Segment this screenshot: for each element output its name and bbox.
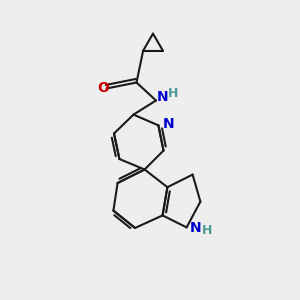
Text: N: N (157, 90, 168, 104)
Text: O: O (98, 82, 110, 95)
Text: H: H (202, 224, 213, 238)
Text: N: N (190, 221, 202, 235)
Text: N: N (163, 117, 175, 131)
Text: H: H (167, 87, 178, 101)
